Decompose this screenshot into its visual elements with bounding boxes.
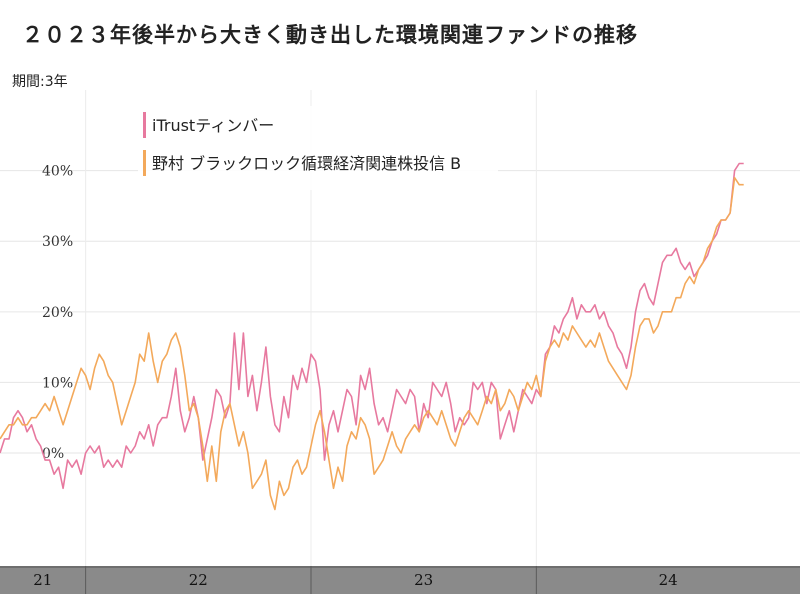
- x-axis-background: [0, 566, 800, 594]
- chart-title: ２０２３年後半から大きく動き出した環境関連ファンドの推移: [22, 23, 638, 47]
- series-line-1: [0, 162, 744, 490]
- y-tick-label: 10%: [42, 375, 73, 391]
- y-axis-labels: 0% 10% 20% 30% 40%: [42, 164, 73, 462]
- x-axis-top-border: [0, 566, 800, 568]
- legend-label: iTrustティンバー: [152, 116, 274, 135]
- legend-label: 野村 ブラックロック循環経済関連株投信 B: [152, 154, 461, 173]
- legend-background: [138, 106, 498, 190]
- series-line-2: [0, 176, 744, 511]
- grid-lines: [0, 90, 800, 566]
- x-tick-label: 23: [414, 571, 433, 589]
- series-lines: [0, 162, 744, 511]
- y-tick-label: 30%: [42, 234, 73, 250]
- legend-swatch: [143, 150, 146, 176]
- x-tick-label: 21: [33, 571, 52, 589]
- x-axis-band: 21 22 23 24: [0, 566, 800, 594]
- period-label: 期間:3年: [12, 74, 68, 90]
- y-tick-label: 20%: [42, 305, 73, 321]
- y-tick-label: 40%: [42, 164, 73, 180]
- legend-swatch: [143, 112, 146, 138]
- y-tick-label: 0%: [42, 446, 64, 462]
- x-tick-label: 22: [189, 571, 208, 589]
- x-tick-label: 24: [659, 571, 678, 589]
